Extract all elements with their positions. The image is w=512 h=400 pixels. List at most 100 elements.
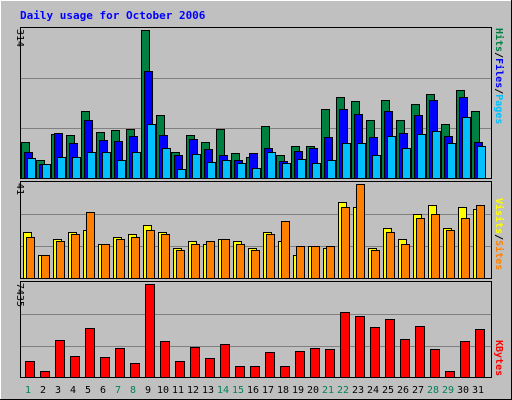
- sites-bar-day-14: [221, 239, 230, 279]
- pages-bar-day-2: [42, 164, 51, 179]
- pages-bar-day-19: [297, 159, 306, 179]
- day-label-15: 15: [232, 385, 244, 396]
- panel-bottom-frame: [20, 281, 492, 378]
- pages-bar-day-20: [312, 163, 321, 179]
- day-labels: 1 2 3 4 5 6 7 8 9 10 11 12 13 14 15 16 17 18 19 20 21 22 23 24 2…: [25, 385, 484, 396]
- legend-top: Hits/Files/Pages: [493, 28, 505, 124]
- kbytes-bar-day-20: [310, 348, 320, 378]
- pages-bar-day-14: [222, 160, 231, 179]
- day-label-8: 8: [130, 385, 136, 396]
- legend-top-sep-2: /: [493, 88, 504, 94]
- pages-bar-day-10: [162, 148, 171, 179]
- pages-bar-day-25: [387, 136, 396, 179]
- pages-bar-day-22: [342, 143, 351, 179]
- kbytes-bar-day-27: [415, 326, 425, 378]
- pages-bar-day-8: [132, 152, 141, 179]
- day-label-19: 19: [292, 385, 304, 396]
- kbytes-bar-day-15: [235, 366, 245, 378]
- kbytes-bar-day-18: [280, 366, 290, 378]
- sites-bar-day-24: [371, 250, 380, 279]
- day-label-17: 17: [262, 385, 274, 396]
- chart-title: Daily usage for October 2006: [20, 9, 206, 22]
- kbytes-bar-day-2: [40, 371, 50, 378]
- day-label-28: 28: [427, 385, 439, 396]
- legend-middle-sep: /: [493, 234, 504, 240]
- hits-files-pages-panel: [20, 27, 492, 179]
- kbytes-bar-day-19: [295, 351, 305, 378]
- kbytes-bar-day-28: [430, 349, 440, 378]
- sites-bar-day-18: [281, 221, 290, 279]
- day-label-10: 10: [157, 385, 169, 396]
- sites-bar-day-30: [461, 218, 470, 279]
- sites-bar-day-31: [476, 205, 485, 279]
- sites-bar-day-26: [401, 244, 410, 279]
- sites-bar-day-12: [191, 244, 200, 279]
- pages-bar-day-1: [27, 158, 36, 179]
- day-label-22: 22: [337, 385, 349, 396]
- pages-bar-day-24: [372, 155, 381, 179]
- kbytes-bar-day-1: [25, 361, 35, 378]
- sites-bar-day-3: [56, 241, 65, 279]
- kbytes-bar-day-8: [130, 363, 140, 378]
- day-label-26: 26: [397, 385, 409, 396]
- sites-bar-day-5: [86, 212, 95, 279]
- sites-bar-day-17: [266, 234, 275, 279]
- pages-bar-day-3: [57, 157, 66, 179]
- day-label-24: 24: [367, 385, 379, 396]
- legend-top-sep-1: /: [493, 52, 504, 58]
- kbytes-bar-day-6: [100, 357, 110, 378]
- legend-sites: Sites: [493, 240, 505, 270]
- day-label-25: 25: [382, 385, 394, 396]
- kbytes-bar-day-22: [340, 312, 350, 378]
- kbytes-bar-day-11: [175, 361, 185, 378]
- pages-bar-day-27: [417, 134, 426, 179]
- kbytes-bar-day-13: [205, 358, 215, 378]
- day-label-7: 7: [115, 385, 121, 396]
- pages-bar-day-28: [432, 131, 441, 179]
- day-label-13: 13: [202, 385, 214, 396]
- kbytes-bar-day-10: [160, 341, 170, 378]
- day-label-11: 11: [172, 385, 184, 396]
- kbytes-bar-day-12: [190, 347, 200, 378]
- kbytes-bar-day-21: [325, 349, 335, 378]
- kbytes-bar-day-3: [55, 340, 65, 378]
- kbytes-bar-day-30: [460, 341, 470, 378]
- day-label-29: 29: [442, 385, 454, 396]
- day-label-21: 21: [322, 385, 334, 396]
- kbytes-bar-day-14: [220, 344, 230, 378]
- sites-bar-day-15: [236, 244, 245, 279]
- kbytes-bar-day-9: [145, 284, 155, 378]
- pages-bar-day-29: [447, 143, 456, 179]
- day-label-23: 23: [352, 385, 364, 396]
- pages-bar-day-12: [192, 154, 201, 179]
- pages-bar-day-31: [477, 146, 486, 179]
- sites-bar-day-28: [431, 214, 440, 279]
- sites-bar-day-2: [41, 255, 50, 279]
- sites-bar-day-25: [386, 232, 395, 279]
- kbytes-bar-day-29: [445, 371, 455, 378]
- day-label-2: 2: [40, 385, 46, 396]
- sites-bar-day-4: [71, 234, 80, 279]
- kbytes-bar-day-23: [355, 316, 365, 378]
- sites-bar-day-21: [326, 246, 335, 279]
- sites-bar-day-27: [416, 218, 425, 279]
- sites-bar-day-16: [251, 250, 260, 279]
- sites-bar-day-29: [446, 230, 455, 279]
- sites-bar-day-7: [116, 239, 125, 279]
- pages-bar-day-9: [147, 124, 156, 179]
- day-label-18: 18: [277, 385, 289, 396]
- sites-bar-day-10: [161, 234, 170, 279]
- sites-bar-day-23: [356, 184, 365, 279]
- sites-bar-day-8: [131, 237, 140, 279]
- kbytes-bar-day-24: [370, 327, 380, 378]
- middle-axis-max-label: 41: [14, 183, 25, 195]
- day-label-14: 14: [217, 385, 229, 396]
- legend-middle: Visits/Sites: [493, 198, 505, 270]
- pages-bar-day-17: [267, 152, 276, 179]
- sites-bar-day-20: [311, 246, 320, 279]
- day-label-16: 16: [247, 385, 259, 396]
- day-label-20: 20: [307, 385, 319, 396]
- day-label-31: 31: [472, 385, 484, 396]
- legend-pages: Pages: [493, 94, 504, 124]
